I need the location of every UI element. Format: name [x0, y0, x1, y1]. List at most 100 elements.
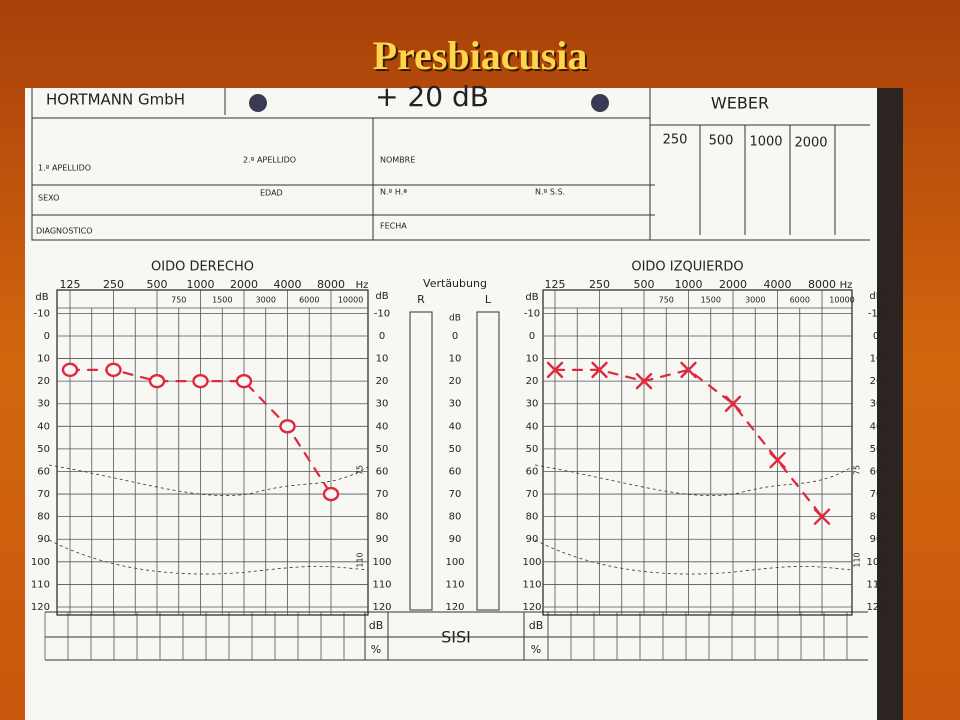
- x-minor-label: 6000: [299, 296, 319, 305]
- y-tick-label: 40: [870, 421, 883, 432]
- y-tick-label: 10: [870, 354, 883, 365]
- x-tick-label: 1000: [187, 278, 215, 291]
- x-tick-label: 250: [103, 278, 124, 291]
- marker-x: [680, 361, 697, 379]
- y-tick-label: 20: [376, 376, 389, 387]
- y-label: dB: [375, 291, 388, 302]
- y-tick-label: 80: [37, 512, 50, 523]
- reference-curve: [48, 539, 369, 575]
- marker-o: [148, 373, 166, 389]
- y-tick-label: 60: [526, 466, 539, 477]
- reference-curve: [534, 464, 853, 497]
- x-minor-label: 750: [171, 296, 186, 305]
- masking-tick: 40: [449, 421, 462, 432]
- y-tick-label: 50: [870, 444, 883, 455]
- y-tick-label: 100: [31, 557, 50, 568]
- marker-o: [105, 362, 122, 378]
- y-label: dB: [869, 291, 882, 302]
- x-tick-label: 2000: [719, 278, 747, 291]
- masking-tick: 60: [449, 466, 462, 477]
- y-tick-label: 120: [866, 602, 885, 613]
- field: FECHA: [380, 222, 407, 231]
- company: HORTMANN GmbH: [46, 91, 185, 109]
- y-tick-label: 50: [526, 444, 539, 455]
- x-tick-label: 8000: [317, 278, 345, 291]
- weber-freq: 2000: [794, 136, 827, 151]
- field: 1.º APELLIDO: [38, 164, 91, 173]
- y-tick-label: 110: [866, 579, 885, 590]
- y-tick-label: 10: [376, 354, 389, 365]
- annotation: 75: [356, 465, 365, 475]
- y-tick-label: 90: [37, 534, 50, 545]
- sisi: SISI dB % dB %: [45, 611, 868, 661]
- y-tick-label: 120: [522, 602, 541, 613]
- chart-title: OIDO IZQUIERDO: [631, 260, 743, 275]
- masking-tick: 20: [449, 376, 462, 387]
- masking-tick: 0: [452, 331, 458, 342]
- y-tick-label: 30: [376, 399, 389, 410]
- x-tick-label: 8000: [808, 278, 836, 291]
- masking: Vertäubung R L dB: [409, 277, 500, 611]
- weber: WEBER: [711, 94, 769, 113]
- y-tick-label: 40: [526, 421, 539, 432]
- masking-tick: 120: [445, 602, 464, 613]
- plot-frame: [56, 289, 369, 616]
- sisi-row: dB: [369, 619, 384, 632]
- sisi-row: dB: [529, 619, 544, 632]
- masking-tick: 80: [449, 512, 462, 523]
- marker-o: [192, 373, 209, 389]
- masking-ticks: 0 10 20 30 40 50 60 70 80 90 100 110 120: [445, 331, 464, 613]
- y-tick-label: 30: [870, 399, 883, 410]
- y-tick-label: 0: [873, 331, 879, 342]
- masking-tick: 100: [445, 557, 464, 568]
- annotation: 75: [853, 465, 862, 475]
- y-tick-label: 120: [31, 602, 50, 613]
- y-tick-label: 0: [379, 331, 385, 342]
- x-minor-label: 10000: [829, 296, 854, 305]
- masking-r: R: [417, 293, 425, 306]
- y-tick-label: 110: [372, 579, 391, 590]
- marker-x: [724, 395, 742, 412]
- x-tick-label: 2000: [230, 278, 258, 291]
- y-tick-label: 50: [376, 444, 389, 455]
- y-tick-label: 100: [866, 557, 885, 568]
- masking-unit: dB: [449, 314, 461, 324]
- masking-tick: 70: [449, 489, 462, 500]
- form: HORTMANN GmbH + 20 dB WEBER 250 500 1000…: [31, 80, 870, 241]
- masking-title: Vertäubung: [423, 277, 487, 290]
- y-tick-label: 40: [37, 421, 50, 432]
- sisi-cells: [44, 612, 848, 660]
- marker-x: [813, 508, 831, 525]
- masking-tick: 50: [449, 444, 462, 455]
- y-tick-label: 120: [372, 602, 391, 613]
- reference-curve: [48, 464, 369, 497]
- y-label: dB: [525, 292, 538, 303]
- masking-tick: 10: [449, 354, 462, 365]
- y-tick-label: 80: [526, 512, 539, 523]
- field: 2.º APELLIDO: [243, 156, 296, 165]
- weber-freq: 1000: [749, 135, 782, 150]
- x-minor-label: 3000: [256, 296, 276, 305]
- x-unit: Hz: [356, 280, 369, 291]
- x-minor-label: 6000: [790, 296, 810, 305]
- y-tick-label: -10: [524, 308, 540, 319]
- chart-title: OIDO DERECHO: [151, 260, 254, 275]
- y-tick-label: 30: [526, 399, 539, 410]
- marker-o: [61, 362, 79, 378]
- marker-o: [322, 486, 340, 502]
- masking-l: L: [485, 293, 492, 306]
- x-tick-label: 250: [589, 278, 610, 291]
- y-tick-label: 40: [376, 421, 389, 432]
- title: Presbiacusia: [373, 33, 588, 78]
- y-tick-label: 50: [37, 444, 50, 455]
- y-tick-label: 110: [31, 579, 50, 590]
- x-tick-label: 500: [634, 278, 655, 291]
- y-tick-label: 70: [870, 489, 883, 500]
- sisi-row: %: [371, 643, 381, 656]
- field: DIAGNOSTICO: [36, 227, 93, 236]
- x-minor-label: 750: [659, 296, 674, 305]
- x-minor-label: 1500: [212, 296, 232, 305]
